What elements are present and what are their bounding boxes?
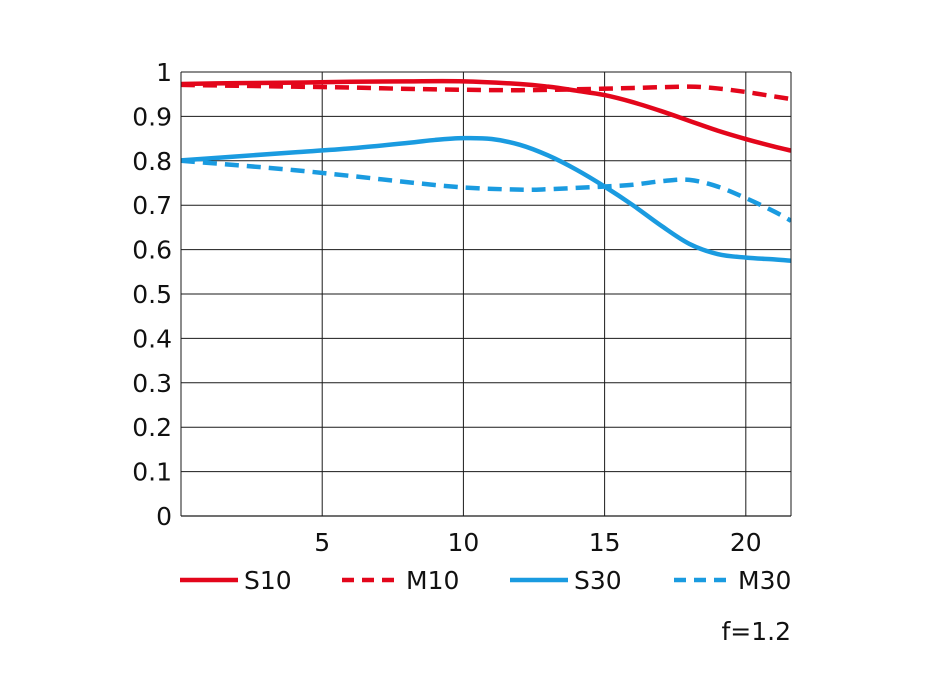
y-tick-label: 0.4 [132,324,172,353]
y-tick-label: 0.9 [132,102,172,131]
x-tick-label: 20 [730,528,762,557]
series-line-m30 [181,158,791,223]
series-line-s10 [181,78,791,153]
legend-label-m10: M10 [406,566,459,595]
y-axis-tick-labels: 0 0.1 0.2 0.3 0.4 0.5 0.6 0.7 0.8 0.9 1 [132,58,172,531]
plot-frame [180,71,792,517]
legend-label-s30: S30 [574,566,622,595]
x-tick-label: 15 [589,528,621,557]
y-tick-label: 1 [156,58,172,87]
series-line-m10 [181,82,791,102]
y-tick-label: 0.3 [132,369,172,398]
y-tick-label: 0.6 [132,236,172,265]
x-tick-label: 10 [448,528,480,557]
x-tick-label: 5 [314,528,330,557]
x-axis-tick-labels: 5 10 15 20 [314,528,761,557]
y-tick-label: 0.7 [132,191,172,220]
legend-label-m30: M30 [738,566,791,595]
y-tick-label: 0.1 [132,458,172,487]
legend: S10 M10 S30 M30 [180,566,791,595]
aperture-note: f=1.2 [721,617,791,646]
series-lines [181,78,791,263]
y-tick-label: 0.5 [132,280,172,309]
y-tick-label: 0.8 [132,147,172,176]
legend-label-s10: S10 [244,566,292,595]
y-tick-label: 0 [156,502,172,531]
series-line-s30 [181,135,791,263]
y-tick-label: 0.2 [132,413,172,442]
